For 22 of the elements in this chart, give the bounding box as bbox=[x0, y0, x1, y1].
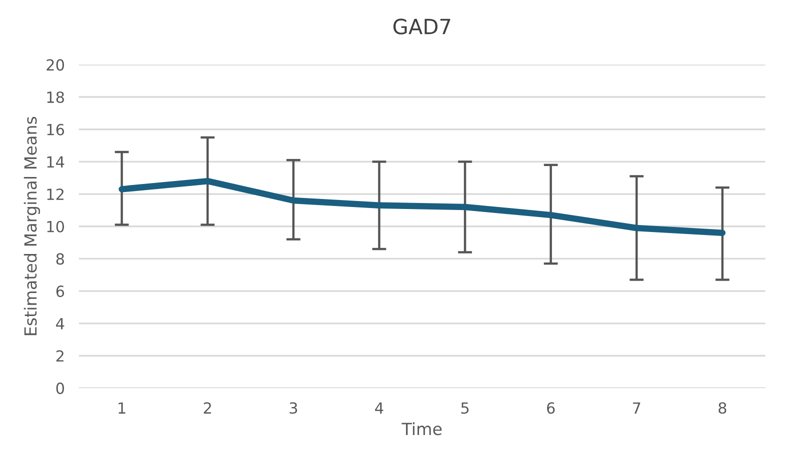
x-tick-label: 7 bbox=[633, 402, 640, 414]
x-tick-label: 3 bbox=[290, 402, 298, 414]
y-tick-label: 10 bbox=[47, 220, 64, 232]
y-tick-label: 8 bbox=[56, 253, 64, 265]
x-tick-label: 1 bbox=[118, 402, 126, 414]
x-tick-label: 6 bbox=[547, 402, 555, 414]
x-axis-title: Time bbox=[402, 422, 442, 436]
y-tick-label: 14 bbox=[47, 156, 64, 168]
x-tick-label: 2 bbox=[204, 402, 211, 414]
y-axis-title: Estimated Marginal Means bbox=[24, 116, 40, 336]
y-tick-label: 20 bbox=[46, 59, 64, 71]
y-tick-label: 0 bbox=[56, 382, 64, 394]
y-tick-label: 6 bbox=[56, 286, 64, 298]
x-tick-label: 8 bbox=[718, 402, 726, 414]
x-tick-label: 5 bbox=[461, 402, 469, 414]
y-tick-label: 18 bbox=[47, 91, 64, 104]
y-tick-label: 16 bbox=[47, 124, 64, 136]
x-tick-label: 4 bbox=[375, 402, 384, 414]
y-tick-label: 4 bbox=[56, 318, 64, 330]
y-tick-label: 12 bbox=[47, 188, 64, 200]
chart-title: GAD7 bbox=[393, 18, 450, 34]
y-tick-label: 2 bbox=[56, 350, 64, 362]
